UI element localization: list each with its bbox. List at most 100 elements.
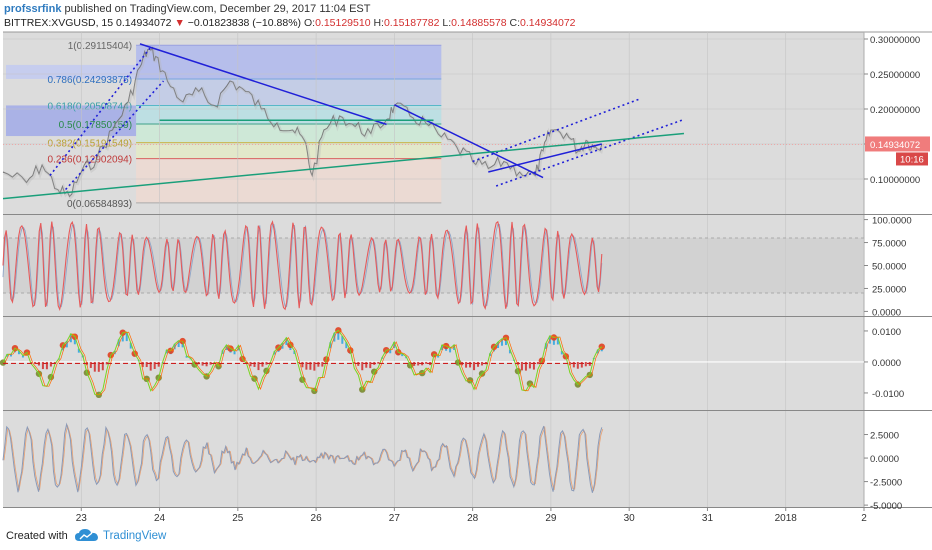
hist-bar xyxy=(321,361,324,367)
hist-bar xyxy=(449,348,452,353)
trendline-blue-solid[interactable] xyxy=(394,104,544,179)
hist-bar xyxy=(417,361,420,366)
hist-bar xyxy=(377,361,380,364)
hist-bar xyxy=(473,361,476,371)
hist-bar xyxy=(281,342,284,349)
hist-bar xyxy=(257,361,260,371)
hist-bar xyxy=(205,361,208,367)
price-axis-tick-label: 0.30000000 xyxy=(870,35,920,46)
hist-bar xyxy=(465,361,468,368)
created-with-label: Created with xyxy=(6,530,68,542)
hist-bar xyxy=(361,361,364,371)
hist-bar xyxy=(453,344,456,350)
time-axis-tick-label: 25 xyxy=(232,513,244,522)
trendline-blue-dotted[interactable] xyxy=(65,80,165,191)
hist-bar xyxy=(41,361,44,370)
hist-bar xyxy=(53,361,56,363)
stoch-axis-tick-label: 100.0000 xyxy=(872,216,912,227)
hist-bar xyxy=(477,361,480,367)
footer: Created with TradingView xyxy=(0,522,932,550)
hist-bar xyxy=(173,343,176,350)
hist-bar xyxy=(121,332,124,342)
hist-bar xyxy=(481,361,484,366)
close-value: 0.14934072 xyxy=(520,17,576,29)
publish-info: profssrfink published on TradingView.com… xyxy=(4,3,370,15)
hist-bar xyxy=(305,361,308,370)
hist-bar xyxy=(345,342,348,349)
time-axis-tick-label: 2018 xyxy=(775,513,798,522)
hist-bar xyxy=(544,343,547,349)
tradingview-brand[interactable]: TradingView xyxy=(103,530,167,542)
hist-bar xyxy=(9,354,12,357)
hist-axis-tick-label: 0.0100 xyxy=(872,327,901,338)
trendline-blue-solid[interactable] xyxy=(488,143,602,173)
time-axis-tick-label: 29 xyxy=(545,513,557,522)
time-axis-tick-label: 26 xyxy=(311,513,323,522)
hist-bar xyxy=(596,349,599,354)
hist-bar xyxy=(165,349,168,354)
low-label: L: xyxy=(442,17,452,29)
low-value: 0.14885578 xyxy=(451,17,507,29)
osc-axis-tick-label: 2.5000 xyxy=(870,431,899,442)
hist-bar xyxy=(5,354,8,357)
stoch-axis-tick-label: 75.0000 xyxy=(872,239,906,250)
hist-bar xyxy=(273,351,276,355)
hist-bar xyxy=(496,341,499,348)
osc-main-line xyxy=(2,422,603,493)
trendline-blue-dotted[interactable] xyxy=(495,118,685,187)
hist-bar xyxy=(393,341,396,348)
fib-zone-left xyxy=(6,105,137,137)
hist-bar xyxy=(261,361,264,367)
hist-bar xyxy=(508,349,511,354)
hist-bar xyxy=(77,348,80,353)
stoch-d-line xyxy=(2,223,603,308)
author-name[interactable]: profssrfink xyxy=(4,3,62,15)
open-label: O: xyxy=(303,17,316,29)
hist-bar xyxy=(337,330,340,340)
hist-bar xyxy=(576,361,579,369)
hist-bar xyxy=(145,361,148,368)
stoch-axis-tick-label: 25.0000 xyxy=(872,284,906,295)
hist-bar xyxy=(552,337,555,345)
osc-axis-tick-label: -5.0000 xyxy=(870,501,902,512)
fib-level-label: 0.5(0.17850159) xyxy=(59,120,132,131)
hist-bar xyxy=(441,344,444,351)
published-text: published on TradingView.com, December 2… xyxy=(64,3,371,15)
pane-osc-background xyxy=(3,411,864,507)
hist-bar xyxy=(401,353,404,357)
price-tag-box xyxy=(865,136,930,152)
hist-bar xyxy=(572,361,575,368)
chart-canvas[interactable]: 1(0.29115404) 0.786(0.24293875) 0.618(0.20… xyxy=(0,0,932,522)
hist-bar xyxy=(297,361,300,363)
fib-level-label: 0.618(0.20508744) xyxy=(48,101,133,112)
open-value: 0.15129510 xyxy=(315,17,371,29)
hist-axis-tick-label: -0.0100 xyxy=(872,389,904,400)
close-label: C: xyxy=(509,17,521,29)
hist-bar xyxy=(141,361,144,368)
time-axis-tick-label: 28 xyxy=(467,513,479,522)
hist-bar xyxy=(329,342,332,349)
hist-bar xyxy=(49,361,52,367)
hist-bar xyxy=(560,351,563,355)
price-axis-tick-label: 0.10000000 xyxy=(870,175,920,186)
symbol-legend: BITTREX:XVGUSD, 15 0.14934072 ▼ −0.01823… xyxy=(4,17,576,29)
fib-level-label: 0.236(0.12902094) xyxy=(48,155,133,166)
hist-bar xyxy=(233,351,236,355)
trendline-blue-solid[interactable] xyxy=(139,43,387,126)
hist-bar xyxy=(89,361,92,368)
hist-bar xyxy=(21,355,24,358)
stoch-axis-tick-label: 50.0000 xyxy=(872,262,906,273)
hist-bar xyxy=(500,338,503,346)
hist-bar xyxy=(309,361,312,370)
hist-bar xyxy=(253,361,256,367)
hist-bar xyxy=(556,336,559,345)
hist-bar xyxy=(389,349,392,354)
hist-bar xyxy=(149,361,152,371)
high-label: H: xyxy=(373,17,384,29)
hist-bar xyxy=(317,361,320,367)
fib-zone xyxy=(136,142,442,159)
hist-bar xyxy=(45,361,48,370)
hist-signal-line xyxy=(2,329,603,396)
hist-bar xyxy=(313,361,316,371)
trendline-green-solid[interactable] xyxy=(2,132,685,200)
